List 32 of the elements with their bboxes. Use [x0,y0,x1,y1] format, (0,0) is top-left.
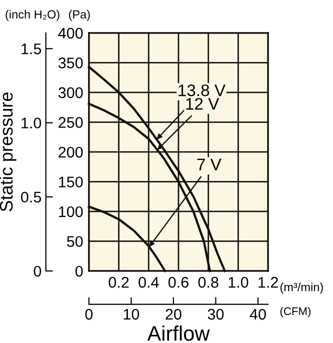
text: (m³/min) [280,282,323,294]
x-tick-label: 0.2 [108,276,129,288]
y2-tick-label: 100 [59,206,83,218]
y2-tick-label: 150 [59,176,83,188]
x2-tick-label: 20 [166,308,182,320]
text: (Pa) [68,10,90,21]
y2-tick-label: 200 [58,146,83,158]
x2-axis-title: (CFM) [280,306,310,318]
y2-tick-label: 50 [66,236,83,247]
y2-tick-label: 400 [58,28,83,39]
y-tick-label: 1.5 [22,44,42,54]
text: (inch H₂O) [6,10,60,21]
y2-tick-label: 350 [58,58,83,68]
x2-tick-label: 30 [208,308,224,320]
text: 13.8 V [178,84,226,96]
y2-tick-label: 250 [58,117,83,128]
x-axis-title: Airflow [147,325,210,341]
x-tick-label: 0.4 [138,276,159,288]
y-tick-label: 1.0 [22,118,42,128]
y2-tick-label: 0 [75,266,83,277]
x-tick-label: 1.2 [258,276,278,288]
x2-tick-label: 40 [250,308,266,320]
x-tick-label: 0.6 [168,276,188,288]
text: 7 V [197,158,222,170]
text: 12 V [186,98,220,110]
x2-tick-label: 0 [85,308,93,320]
y2-tick-label: 300 [58,87,83,98]
y-tick-label: 0 [34,266,42,277]
x2-tick-label: 10 [124,308,140,320]
y-tick-label: 0.5 [21,192,42,203]
x-tick-label: 0.8 [198,276,218,288]
x-tick-label: 1.0 [228,276,248,288]
